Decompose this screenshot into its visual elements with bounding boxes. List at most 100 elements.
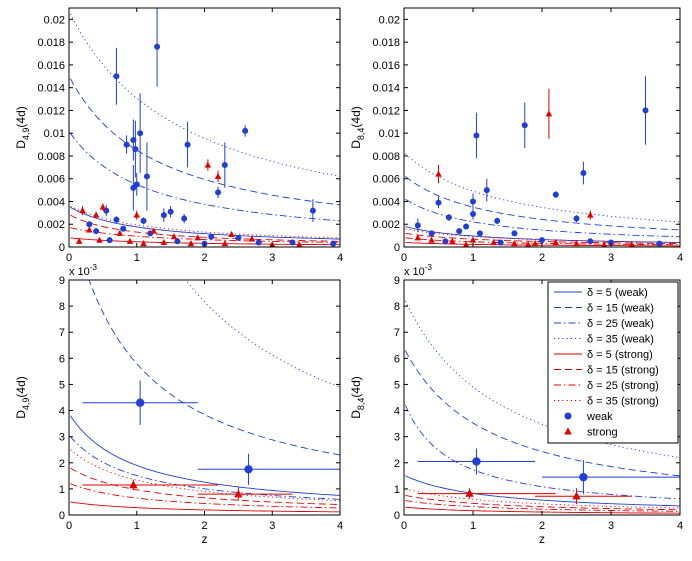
weak-marker bbox=[470, 210, 476, 217]
data-point-weak bbox=[143, 142, 150, 211]
plot-content bbox=[405, 76, 680, 247]
y-tick-label: 0.006 bbox=[37, 174, 65, 186]
weak-marker bbox=[656, 240, 663, 247]
legend-item: δ = 15 (weak) bbox=[554, 303, 654, 315]
y-tick-label: 0.004 bbox=[37, 196, 65, 208]
data-point-weak bbox=[154, 8, 161, 87]
x-tick-label: 2 bbox=[201, 252, 207, 264]
y-tick-label: 0.008 bbox=[372, 151, 400, 163]
strong-marker bbox=[194, 234, 201, 241]
model-curve-strong-dashdot bbox=[70, 483, 340, 509]
plot-area bbox=[69, 280, 340, 515]
weak-marker bbox=[470, 198, 476, 205]
y-label-main: D bbox=[349, 140, 363, 149]
data-point-weak bbox=[215, 186, 222, 199]
data-point-weak bbox=[456, 228, 463, 235]
data-point-strong bbox=[204, 159, 212, 171]
y-tick-label: 5 bbox=[59, 379, 65, 391]
data-point-weak bbox=[184, 121, 191, 168]
data-point-weak bbox=[86, 221, 93, 228]
data-point-weak bbox=[133, 173, 140, 196]
strong-marker bbox=[160, 238, 168, 245]
x-axis-label: z bbox=[539, 532, 545, 546]
data-point-weak bbox=[330, 240, 337, 247]
data-point-weak bbox=[197, 453, 340, 485]
model-curve-strong-solid bbox=[405, 506, 680, 514]
exponent-base: x 10 bbox=[404, 266, 425, 278]
legend-item: δ = 5 (strong) bbox=[554, 349, 653, 361]
legend-label: δ = 25 (strong) bbox=[587, 380, 659, 392]
strong-marker bbox=[170, 233, 178, 240]
exponent-base: x 10 bbox=[69, 266, 90, 278]
model-curve-weak-dashed bbox=[88, 280, 340, 456]
legend-label: δ = 5 (weak) bbox=[587, 287, 648, 299]
weak-marker bbox=[608, 239, 614, 246]
strong-marker bbox=[214, 172, 222, 179]
strong-marker bbox=[428, 236, 435, 243]
data-point-weak bbox=[309, 199, 316, 222]
weak-marker bbox=[330, 240, 337, 247]
data-point-weak bbox=[93, 228, 100, 235]
y-tick-label: 0.018 bbox=[37, 37, 65, 49]
data-point-weak bbox=[208, 233, 215, 240]
x-tick-label: 4 bbox=[337, 252, 343, 264]
data-point-weak bbox=[160, 208, 167, 222]
weak-marker bbox=[442, 238, 449, 245]
strong-marker bbox=[469, 236, 477, 243]
legend-item: strong bbox=[564, 427, 618, 439]
model-curve-weak-solid bbox=[405, 475, 680, 507]
x-tick-label: 4 bbox=[677, 520, 683, 532]
weak-marker bbox=[579, 472, 588, 482]
y-label-tail: (4d) bbox=[349, 376, 363, 397]
strong-marker bbox=[92, 211, 100, 218]
data-point-strong bbox=[296, 241, 303, 247]
model-curve-weak-dashed bbox=[405, 350, 680, 477]
y-tick-label: 3 bbox=[394, 432, 400, 444]
strong-marker bbox=[572, 491, 581, 500]
model-curve-weak-dotted bbox=[185, 280, 340, 388]
y-label-sub: 8,4 bbox=[356, 128, 366, 141]
y-tick-label: 0.01 bbox=[379, 128, 400, 140]
data-point-weak bbox=[494, 217, 501, 225]
data-point-weak bbox=[120, 225, 127, 232]
model-curve-weak-solid bbox=[70, 415, 340, 496]
weak-marker bbox=[208, 233, 215, 240]
strong-marker bbox=[449, 237, 456, 244]
weak-marker bbox=[174, 238, 181, 245]
chart-panel-bottom-left: 0 1 2 3 4 0 1 2 3 4 5 6 7 8 9 D4,9(4d) z bbox=[14, 275, 343, 546]
x-tick-label: 1 bbox=[134, 520, 140, 532]
data-point-weak bbox=[521, 102, 528, 148]
weak-marker bbox=[414, 222, 421, 229]
data-point-weak bbox=[497, 239, 504, 246]
weak-marker bbox=[552, 191, 559, 198]
weak-marker bbox=[140, 217, 147, 224]
data-point-weak bbox=[132, 120, 139, 178]
weak-marker bbox=[494, 217, 501, 224]
weak-marker bbox=[106, 237, 113, 244]
weak-marker bbox=[86, 221, 93, 228]
y-tick-label: 4 bbox=[59, 406, 65, 418]
legend-item: δ = 5 (weak) bbox=[554, 287, 648, 299]
y-tick-label: 6 bbox=[59, 353, 65, 365]
data-point-weak bbox=[435, 196, 442, 209]
data-point-weak bbox=[82, 380, 198, 425]
x-tick-label: 3 bbox=[269, 520, 275, 532]
x-exponent-label: x 10-3 bbox=[69, 263, 97, 278]
data-point-weak bbox=[174, 238, 181, 245]
x-tick-label: 0 bbox=[401, 252, 407, 264]
strong-marker bbox=[628, 241, 635, 247]
y-tick-label: 0 bbox=[59, 242, 65, 254]
data-point-weak bbox=[113, 216, 120, 224]
y-tick-label: 0.008 bbox=[37, 151, 65, 163]
plot-content bbox=[69, 8, 340, 247]
data-point-weak bbox=[417, 448, 536, 475]
x-tick-label: 4 bbox=[337, 520, 343, 532]
data-point-weak bbox=[255, 239, 262, 246]
data-point-strong bbox=[82, 479, 219, 491]
y-tick-label: 7 bbox=[59, 327, 65, 339]
weak-marker bbox=[221, 162, 228, 169]
weak-marker bbox=[456, 228, 463, 235]
strong-marker bbox=[204, 161, 212, 168]
model-curve-weak-dashed bbox=[405, 176, 680, 231]
model-curve-strong-solid bbox=[70, 501, 340, 513]
